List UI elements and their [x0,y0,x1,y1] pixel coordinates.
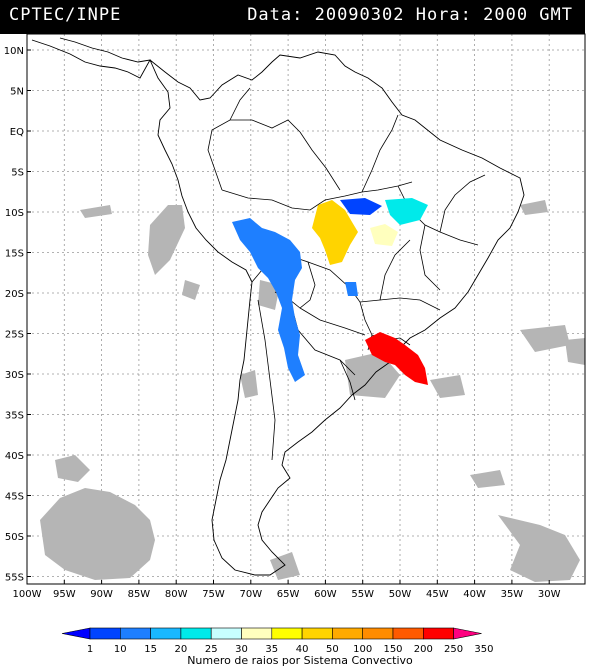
lat-label-55S: 55S [5,573,24,584]
lon-label-35W: 35W [501,589,524,600]
graticule [27,34,585,584]
lat-label-10N: 10N [4,46,24,57]
latitude-labels: 10N 5N EQ 5S 10S 15S 20S 25S 30S 35S 40S 45S 50S 55S [4,46,31,584]
central-america-outline [31,37,151,79]
lon-label-100W: 100W [13,589,42,600]
header-bar: CPTEC/INPE Data: 20090302 Hora: 2000 GMT [0,0,585,34]
lon-label-95W: 95W [53,589,76,600]
map-frame [26,33,586,585]
lon-label-60W: 60W [314,589,337,600]
convective-systems [232,198,428,385]
colorbar-segment [120,627,151,640]
lat-label-30S: 30S [5,370,24,381]
lon-label-50W: 50W [389,589,412,600]
legend-value: 35 [265,644,278,655]
lon-label-45W: 45W [426,589,449,600]
lat-label-20S: 20S [5,289,24,300]
colorbar-segment [89,627,121,640]
lon-label-90W: 90W [90,589,113,600]
lon-label-30W: 30W [538,589,561,600]
legend-value: 350 [474,644,493,655]
legend-colorbar [61,627,482,640]
lon-label-65W: 65W [277,589,300,600]
longitude-labels: 100W 95W 90W 85W 80W 75W 70W 65W 60W 55W 50W 45W 40W… [13,580,561,600]
colorbar-segment [150,627,182,640]
lat-label-EQ: EQ [10,127,24,138]
legend-values: 1 10 15 20 25 30 35 40 50 100 150 200 250 350 [87,644,494,655]
colorbar-arrow-right [453,627,482,640]
lon-label-55W: 55W [351,589,374,600]
lon-label-40W: 40W [463,589,486,600]
colorbar-segment [362,627,394,640]
south-america-outline [149,51,525,576]
lon-label-80W: 80W [165,589,188,600]
colorbar-segment [210,627,242,640]
header-date-time: Data: 20090302 Hora: 2000 GMT [247,5,573,25]
lat-label-50S: 50S [5,532,24,543]
legend-value: 10 [114,644,127,655]
legend-value: 25 [205,644,218,655]
legend-value: 150 [383,644,402,655]
map-background [27,34,585,584]
lat-label-40S: 40S [5,451,24,462]
legend-value: 50 [326,644,339,655]
colorbar-segment [422,627,454,640]
colorbar-segment [332,627,363,640]
colorbar-segment [271,627,303,640]
lat-label-10S: 10S [5,208,24,219]
lat-label-5N: 5N [10,87,24,98]
lat-label-45S: 45S [5,492,24,503]
colorbar-segment [180,627,212,640]
lon-label-85W: 85W [128,589,151,600]
colorbar-segment [241,627,273,640]
legend-title: Numero de raios por Sistema Convectivo [187,654,413,667]
legend-value: 30 [235,644,248,655]
lon-label-75W: 75W [202,589,225,600]
lat-label-5S: 5S [11,168,24,179]
legend-value: 15 [144,644,157,655]
colorbar-segment [301,627,333,640]
legend-value: 40 [296,644,309,655]
lat-label-25S: 25S [5,330,24,341]
header-source: CPTEC/INPE [9,5,122,25]
colorbar-arrow-left [61,627,91,640]
legend-value: 250 [444,644,463,655]
legend-value: 20 [175,644,188,655]
legend-value: 200 [414,644,433,655]
colorbar-segment [392,627,424,640]
lat-label-35S: 35S [5,411,24,422]
legend-value: 1 [87,644,93,655]
lat-label-15S: 15S [5,249,24,260]
cloud-cover [40,200,585,582]
lon-label-70W: 70W [239,589,262,600]
legend-value: 100 [353,644,372,655]
